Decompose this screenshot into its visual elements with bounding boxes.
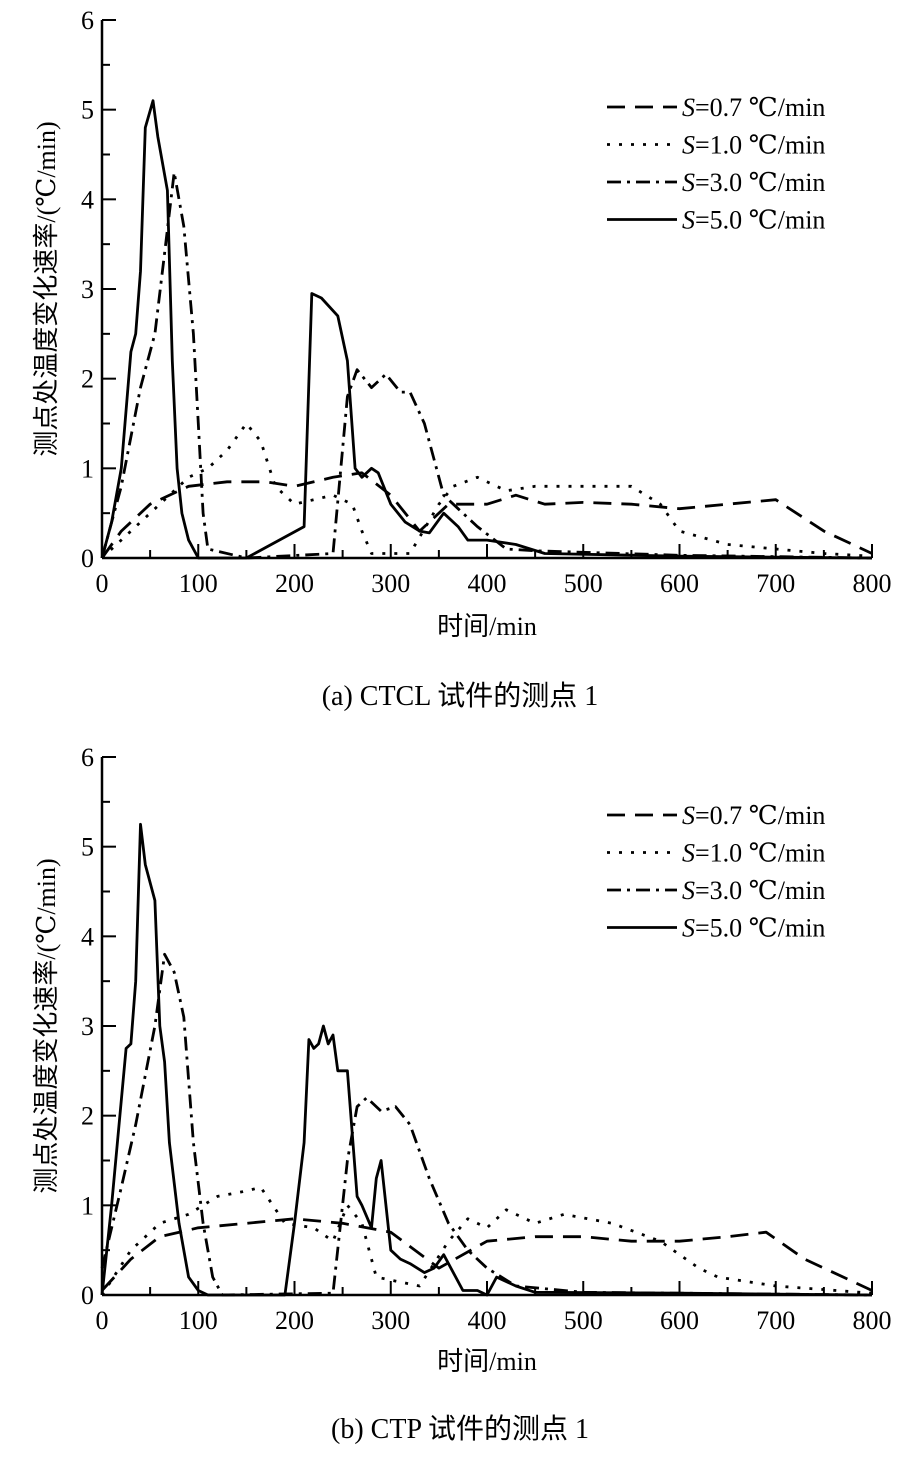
y-tick-label: 1 — [81, 454, 94, 483]
legend-label-value: =3.0 ℃/min — [695, 168, 825, 197]
x-tick-label: 700 — [756, 569, 795, 598]
y-tick-label: 3 — [81, 275, 94, 304]
y-axis-label: 测点处温度变化速率/(℃/min) — [32, 858, 61, 1193]
legend-label-value: =3.0 ℃/min — [695, 876, 825, 905]
y-tick-label: 4 — [81, 185, 94, 214]
series-line-solid — [100, 822, 873, 1297]
y-tick-label: 2 — [81, 1102, 94, 1131]
series-line-dotted — [101, 422, 873, 560]
x-tick-label: 800 — [853, 1306, 892, 1335]
y-tick-label: 6 — [81, 743, 94, 772]
x-axis-label: 时间/min — [437, 612, 537, 641]
chart-caption: (b) CTP 试件的测点 1 — [331, 1413, 589, 1445]
x-tick-label: 600 — [660, 569, 699, 598]
legend-label-value: =5.0 ℃/min — [695, 206, 825, 235]
legend-label-symbol: S — [682, 801, 695, 830]
legend-label-value: =1.0 ℃/min — [695, 839, 825, 868]
x-tick-label: 500 — [564, 1306, 603, 1335]
y-tick-label: 4 — [81, 922, 94, 951]
legend-label-symbol: S — [682, 131, 695, 160]
y-tick-label: 2 — [81, 365, 94, 394]
legend-label-symbol: S — [682, 914, 695, 943]
chart-a: 0 1 2 3 4 5 6 0 100 200 300 400 500 600 700 800 时间/min 测点… — [32, 6, 892, 712]
chart-b: 0 1 2 3 4 5 6 0 100 200 300 400 500 600 700 800 时间/min 测点… — [32, 743, 892, 1445]
legend-label: S=5.0 ℃/min — [682, 206, 825, 235]
y-tick-label: 5 — [81, 96, 94, 125]
x-tick-label: 300 — [371, 1306, 410, 1335]
legend-label: S=0.7 ℃/min — [682, 93, 825, 122]
y-tick-label: 0 — [81, 544, 94, 573]
x-tick-label: 200 — [275, 1306, 314, 1335]
x-tick-label: 100 — [179, 569, 218, 598]
series-line-solid — [100, 99, 873, 560]
x-tick-label: 400 — [468, 569, 507, 598]
legend-label-value: =5.0 ℃/min — [695, 914, 825, 943]
legend-label-symbol: S — [682, 168, 695, 197]
series-line-dashed — [100, 1217, 873, 1292]
legend-label: S=1.0 ℃/min — [682, 131, 825, 160]
legend-label-symbol: S — [682, 839, 695, 868]
series-line-dashdot — [100, 952, 873, 1297]
x-tick-label: 600 — [660, 1306, 699, 1335]
legend-label-symbol: S — [682, 206, 695, 235]
series-line-dashdot — [100, 171, 873, 560]
legend-label: S=3.0 ℃/min — [682, 168, 825, 197]
x-tick-label: 500 — [564, 569, 603, 598]
x-tick-label: 200 — [275, 569, 314, 598]
x-tick-label: 300 — [371, 569, 410, 598]
y-tick-label: 1 — [81, 1191, 94, 1220]
legend-label-value: =0.7 ℃/min — [695, 93, 825, 122]
legend-label: S=1.0 ℃/min — [682, 839, 825, 868]
legend-label: S=3.0 ℃/min — [682, 876, 825, 905]
x-tick-label: 0 — [96, 569, 109, 598]
x-tick-label: 800 — [853, 569, 892, 598]
y-tick-label: 6 — [81, 6, 94, 35]
y-tick-label: 5 — [81, 833, 94, 862]
legend-label-symbol: S — [682, 876, 695, 905]
x-tick-label: 100 — [179, 1306, 218, 1335]
legend-label-value: =0.7 ℃/min — [695, 801, 825, 830]
y-axis-label: 测点处温度变化速率/(℃/min) — [32, 121, 61, 456]
legend-label: S=0.7 ℃/min — [682, 801, 825, 830]
legend-label-symbol: S — [682, 93, 695, 122]
y-tick-label: 0 — [81, 1281, 94, 1310]
y-tick-label: 3 — [81, 1012, 94, 1041]
chart-caption: (a) CTCL 试件的测点 1 — [322, 680, 599, 712]
legend-label-value: =1.0 ℃/min — [695, 131, 825, 160]
x-axis-label: 时间/min — [437, 1347, 537, 1376]
x-tick-label: 0 — [96, 1306, 109, 1335]
x-tick-label: 400 — [468, 1306, 507, 1335]
series-line-dashed — [100, 471, 873, 559]
x-tick-label: 700 — [756, 1306, 795, 1335]
legend-label: S=5.0 ℃/min — [682, 914, 825, 943]
